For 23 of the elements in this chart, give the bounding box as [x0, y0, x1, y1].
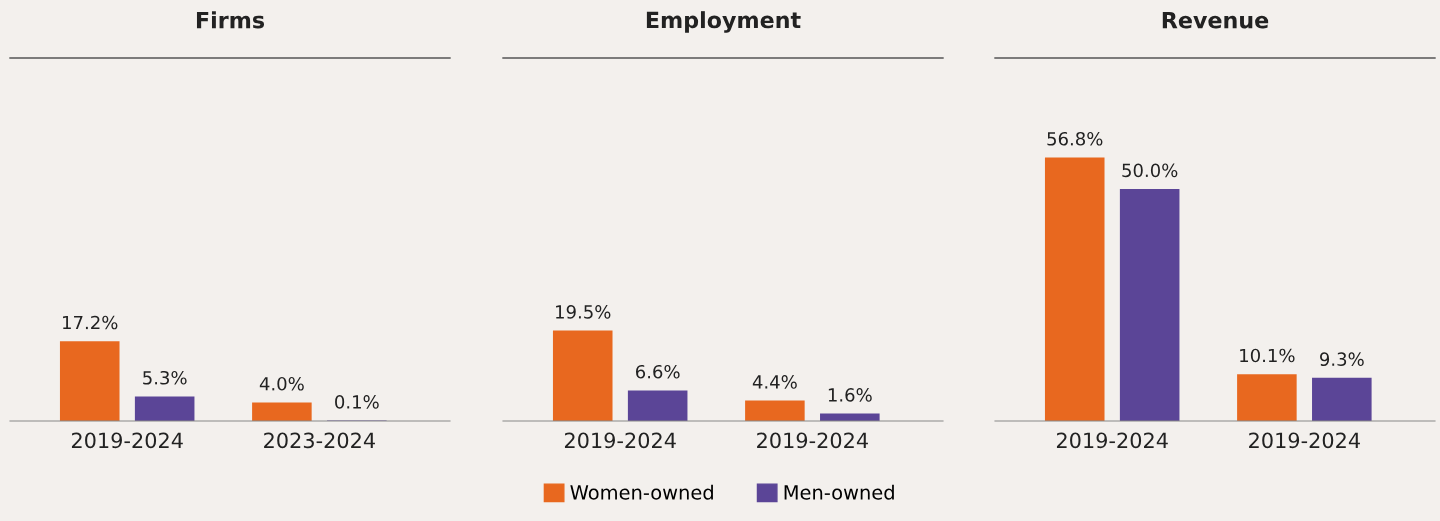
x-tick-label: 2019-2024	[757, 432, 868, 449]
x-tick-label: 2019-2024	[564, 432, 676, 449]
data-label: 17.2%	[63, 315, 118, 330]
x-tick-label: 2023-2024	[264, 432, 375, 449]
chart-title: Revenue	[1162, 11, 1269, 29]
data-label: 4.0%	[259, 376, 304, 391]
x-tick-label: 2019-2024	[71, 432, 183, 449]
data-label: 4.4%	[752, 375, 797, 389]
legend-label: Women-owned	[570, 484, 713, 500]
x-tick-label: 2019-2024	[1249, 432, 1360, 449]
chart-title: Employment	[646, 11, 801, 33]
data-label: 6.6%	[636, 364, 680, 379]
legend-label: Men-owned	[784, 484, 894, 500]
data-label: 0.1%	[335, 395, 379, 409]
data-label: 50.0%	[1122, 163, 1178, 178]
x-tick-label: 2019-2024	[1056, 432, 1168, 449]
chart-title: Firms	[196, 11, 265, 29]
data-label: 1.6%	[828, 388, 872, 402]
data-label: 9.3%	[1320, 352, 1364, 367]
data-label: 5.3%	[143, 370, 187, 385]
data-label: 19.5%	[556, 305, 611, 319]
data-label: 56.8%	[1047, 131, 1103, 146]
data-label: 10.1%	[1240, 348, 1295, 363]
